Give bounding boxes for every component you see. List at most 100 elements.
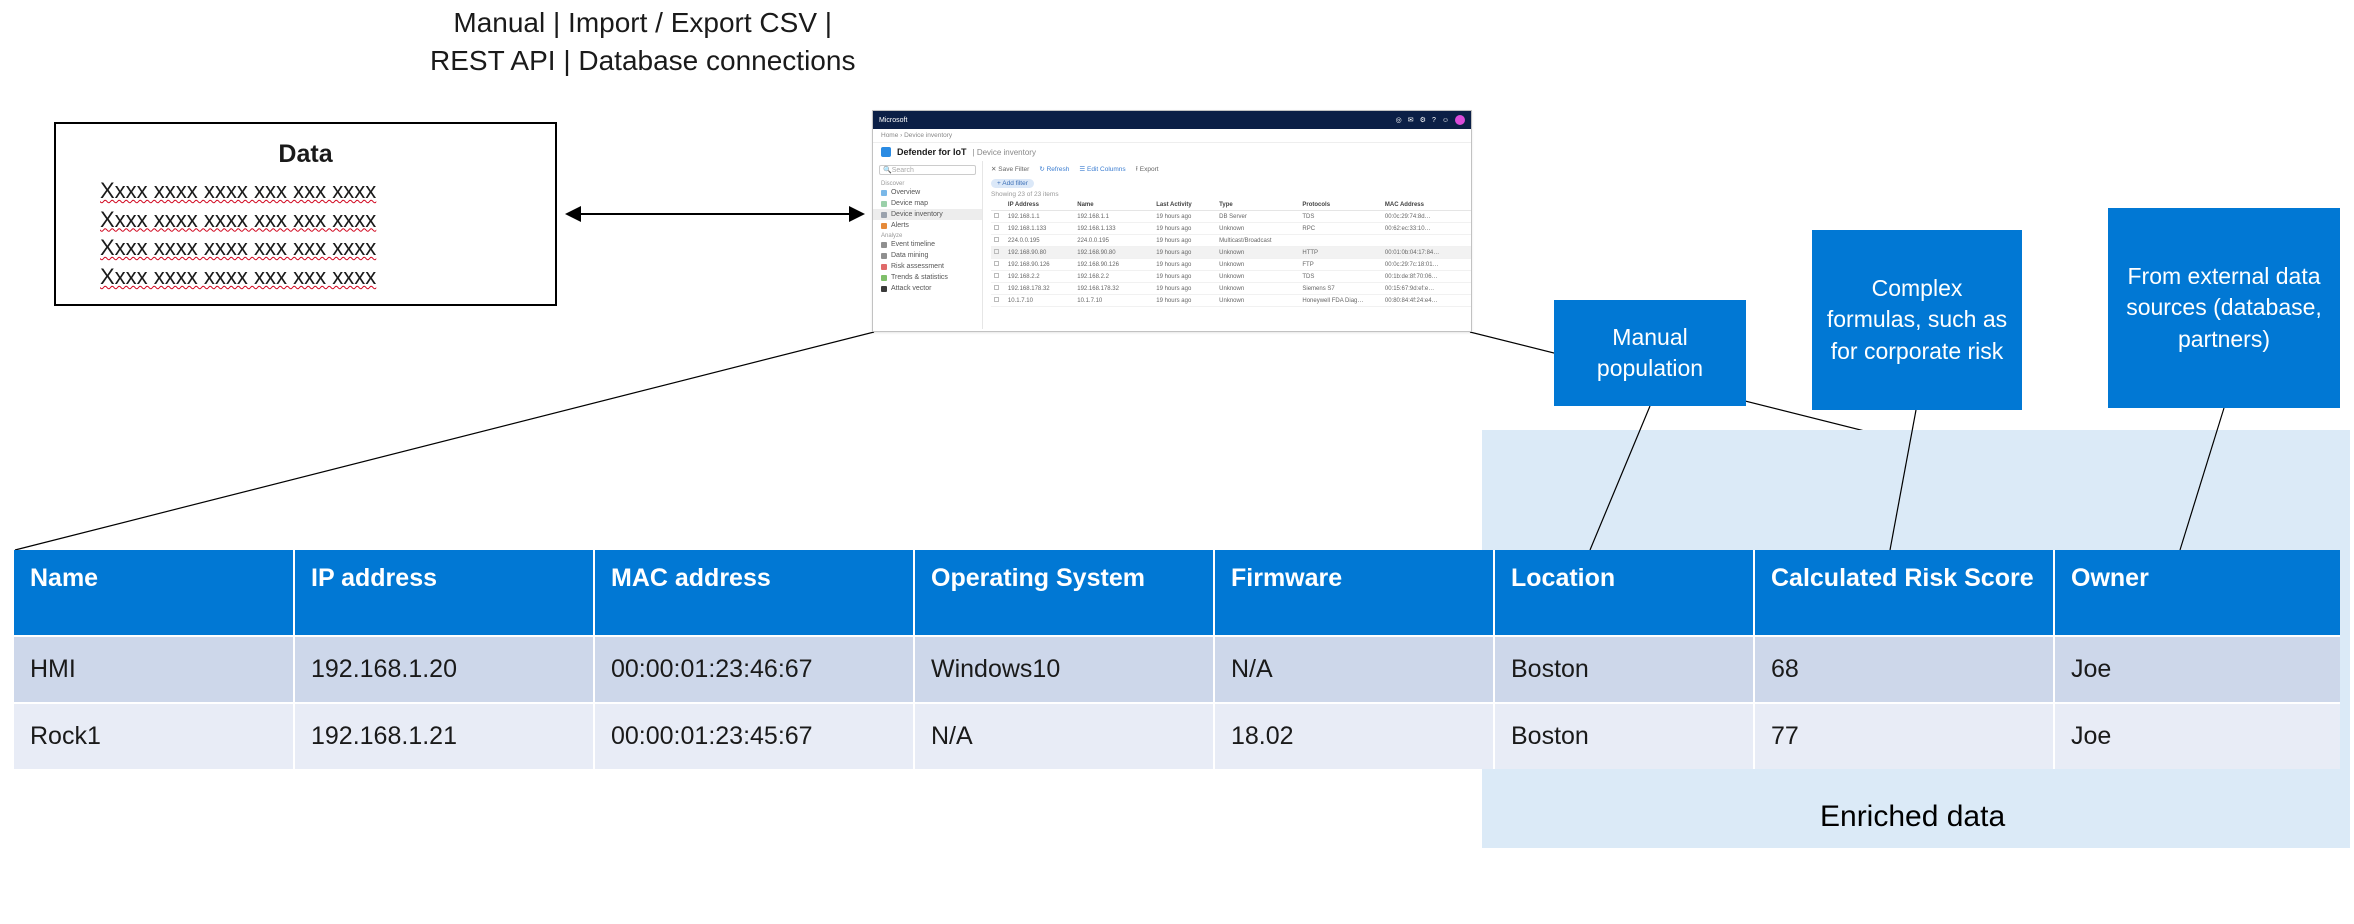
mock-cell: 192.168.1.1: [1074, 211, 1153, 223]
mock-cell: Unknown: [1216, 271, 1299, 283]
mock-nav-label: Event timeline: [891, 241, 935, 248]
mock-cell: 19 hours ago: [1153, 259, 1216, 271]
mock-nav-label: Risk assessment: [891, 263, 944, 270]
avatar-icon: [1455, 115, 1465, 125]
callout-manual: Manual population: [1554, 300, 1746, 406]
mock-nav-label: Data mining: [891, 252, 928, 259]
table-cell: Rock1: [14, 703, 294, 769]
placeholder-line: Xxxx xxxx xxxx xxx xxx xxxx: [100, 234, 511, 263]
mock-cell: Unknown: [1216, 223, 1299, 235]
mock-nav-label: Device map: [891, 200, 928, 207]
mock-cell: RPC: [1299, 223, 1381, 235]
mock-cell: Unknown: [1216, 283, 1299, 295]
mock-nav-label: Alerts: [891, 222, 909, 229]
enriched-label: Enriched data: [1820, 800, 2005, 834]
mock-page-name: Device inventory: [977, 148, 1036, 157]
nav-icon: [881, 253, 887, 259]
table-column-header: Calculated Risk Score: [1754, 550, 2054, 636]
mock-breadcrumb: Home › Device inventory: [873, 129, 1471, 143]
table-column-header: Name: [14, 550, 294, 636]
mock-cell: 19 hours ago: [1153, 211, 1216, 223]
mock-cell: 19 hours ago: [1153, 235, 1216, 247]
mock-cell: 19 hours ago: [1153, 283, 1216, 295]
mock-col-header: Protocols: [1299, 200, 1381, 211]
mock-search: 🔍 Search: [879, 165, 976, 175]
mock-col-header: MAC Address: [1382, 200, 1471, 211]
mock-table: IP AddressNameLast ActivityTypeProtocols…: [991, 200, 1471, 307]
nav-icon: [881, 242, 887, 248]
mock-cell: 19 hours ago: [1153, 295, 1216, 307]
table-column-header: MAC address: [594, 550, 914, 636]
bidirectional-arrow-icon: [565, 200, 865, 228]
mock-nav-label: Overview: [891, 189, 920, 196]
placeholder-line: Xxxx xxxx xxxx xxx xxx xxxx: [100, 206, 511, 235]
mock-filter-pill: + Add filter: [991, 179, 1034, 188]
nav-icon: [881, 286, 887, 292]
mock-cell: 192.168.178.32: [1005, 283, 1074, 295]
enriched-asset-table: NameIP addressMAC addressOperating Syste…: [14, 550, 2340, 769]
mock-cell: 00:0c:29:7c:18:01…: [1382, 259, 1471, 271]
mock-cell: HTTP: [1299, 247, 1381, 259]
mock-cell: 00:0c:29:74:8d…: [1382, 211, 1471, 223]
mock-cell: 19 hours ago: [1153, 223, 1216, 235]
mock-count: Showing 23 of 23 items: [991, 191, 1471, 198]
caption-line-1: Manual | Import / Export CSV |: [430, 4, 855, 42]
table-column-header: IP address: [294, 550, 594, 636]
mock-app-name: Defender for IoT: [897, 147, 967, 157]
mock-cell: TDS: [1299, 211, 1381, 223]
mock-cell: 00:80:84:4f:24:e4…: [1382, 295, 1471, 307]
mock-nav-item: Attack vector: [873, 283, 982, 294]
mock-cell: 19 hours ago: [1153, 271, 1216, 283]
table-column-header: Operating System: [914, 550, 1214, 636]
mock-col-header: Name: [1074, 200, 1153, 211]
nav-icon: [881, 264, 887, 270]
data-box-title: Data: [100, 140, 511, 169]
table-column-header: Location: [1494, 550, 1754, 636]
mock-cell: Siemens S7: [1299, 283, 1381, 295]
mock-sidebar: 🔍 Search Discover OverviewDevice mapDevi…: [873, 161, 983, 329]
mock-cell: 192.168.2.2: [1074, 271, 1153, 283]
mock-cell: 192.168.1.133: [1005, 223, 1074, 235]
mock-nav-item: Overview: [873, 187, 982, 198]
table-column-header: Firmware: [1214, 550, 1494, 636]
data-source-box: Data Xxxx xxxx xxxx xxx xxx xxxxXxxx xxx…: [54, 122, 557, 306]
mock-cell: 00:01:0b:04:17:84…: [1382, 247, 1471, 259]
mock-nav-label: Trends & statistics: [891, 274, 948, 281]
table-row: Rock1192.168.1.2100:00:01:23:45:67N/A18.…: [14, 703, 2340, 769]
nav-icon: [881, 190, 887, 196]
mock-nav-item: Risk assessment: [873, 261, 982, 272]
nav-icon: [881, 223, 887, 229]
table-cell: Boston: [1494, 636, 1754, 703]
mock-cell: 00:62:ec:33:10…: [1382, 223, 1471, 235]
mock-topbar: Microsoft ◎✉⚙?☺: [873, 111, 1471, 129]
defender-screenshot-mock: Microsoft ◎✉⚙?☺ Home › Device inventory …: [872, 110, 1472, 332]
mock-cell: 192.168.90.126: [1005, 259, 1074, 271]
placeholder-line: Xxxx xxxx xxxx xxx xxx xxxx: [100, 263, 511, 292]
mock-cell: 19 hours ago: [1153, 247, 1216, 259]
nav-icon: [881, 201, 887, 207]
mock-cell: 224.0.0.195: [1005, 235, 1074, 247]
mock-col-header: Last Activity: [1153, 200, 1216, 211]
table-cell: 77: [1754, 703, 2054, 769]
mock-cell: 10.1.7.10: [1005, 295, 1074, 307]
mock-section-discover: Discover: [873, 179, 982, 187]
nav-icon: [881, 275, 887, 281]
mock-cell: Unknown: [1216, 259, 1299, 271]
table-cell: Windows10: [914, 636, 1214, 703]
callout-external: From external data sources (database, pa…: [2108, 208, 2340, 408]
mock-nav-item: Alerts: [873, 220, 982, 231]
table-cell: Boston: [1494, 703, 1754, 769]
mock-cell: 10.1.7.10: [1074, 295, 1153, 307]
mock-cell: Honeywell FDA Diag…: [1299, 295, 1381, 307]
mock-title-row: Defender for IoT | Device inventory: [873, 143, 1471, 161]
mock-col-header: [991, 200, 1005, 211]
nav-icon: [881, 212, 887, 218]
table-cell: 00:00:01:23:46:67: [594, 636, 914, 703]
mock-col-header: IP Address: [1005, 200, 1074, 211]
mock-nav-label: Attack vector: [891, 285, 931, 292]
table-cell: N/A: [914, 703, 1214, 769]
mock-cell: 192.168.90.126: [1074, 259, 1153, 271]
table-cell: 68: [1754, 636, 2054, 703]
mock-nav-item: Event timeline: [873, 239, 982, 250]
table-cell: 192.168.1.21: [294, 703, 594, 769]
